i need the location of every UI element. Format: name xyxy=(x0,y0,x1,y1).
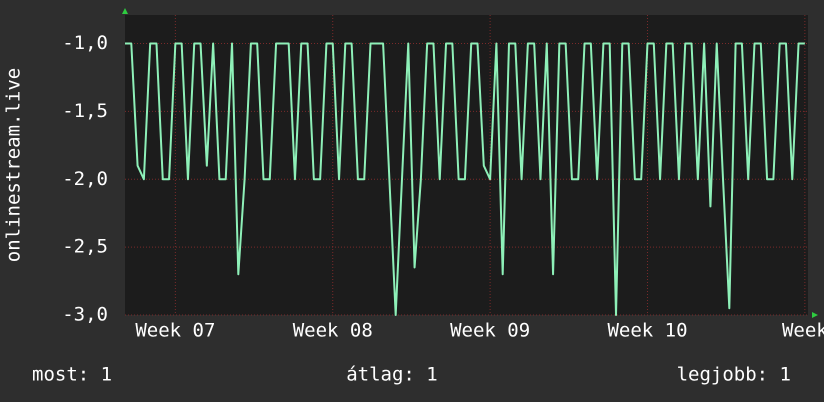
x-tick-label: Week 07 xyxy=(135,320,215,342)
y-tick-label: -2,5 xyxy=(62,236,108,258)
x-tick-label: Week 09 xyxy=(450,320,530,342)
x-tick-label: Week 08 xyxy=(293,320,373,342)
stat-label: legjobb: 1 xyxy=(677,364,791,386)
x-tick-label: Week 10 xyxy=(607,320,687,342)
y-tick-label: -2,0 xyxy=(62,168,108,190)
axis-arrow xyxy=(812,312,818,318)
line xyxy=(125,42,805,316)
y-tick-label: -1,0 xyxy=(62,32,108,54)
x-tick-label: Week xyxy=(782,320,824,342)
y-axis-label: onlinestream.live xyxy=(3,68,25,262)
y-tick-label: -1,5 xyxy=(62,100,108,122)
y-tick-label: -3,0 xyxy=(62,304,108,326)
axis-arrow xyxy=(122,8,128,14)
stat-label: most: 1 xyxy=(32,364,112,386)
stat-label: átlag: 1 xyxy=(346,364,438,386)
